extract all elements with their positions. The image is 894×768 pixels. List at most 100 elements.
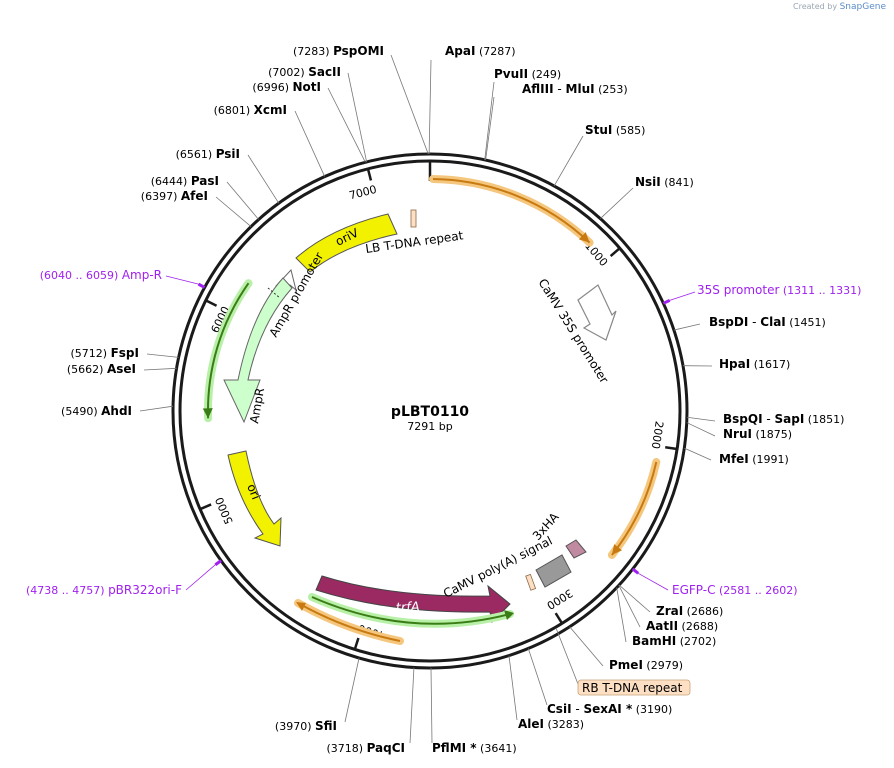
site-label: (7283) PspOMI (293, 44, 384, 58)
site-leader (553, 135, 584, 187)
tick-label: 2000 (649, 420, 666, 450)
polya-label: CaMV poly(A) signal (441, 534, 555, 601)
site-leader (600, 187, 634, 219)
site-label: PflMI * (3641) (432, 741, 517, 755)
tick-mark (609, 247, 621, 257)
primer-mark (197, 282, 206, 289)
snapgene-credit: Created by SnapGene (793, 2, 886, 12)
rb-label-group: RB T-DNA repeat (555, 627, 691, 696)
site-label: NsiI (841) (635, 175, 694, 189)
site-label: (7002) SacII (268, 65, 341, 79)
camv35s-arrow (577, 284, 617, 341)
ampr-track (207, 282, 250, 419)
site-label: (6561) PsiI (176, 147, 240, 161)
rb-box (525, 573, 537, 591)
site-label: NruI (1875) (723, 427, 792, 441)
ori-arrow (227, 450, 282, 547)
primer-label: 35S promoter (1311 .. 1331) (697, 283, 861, 297)
site-label: MfeI (1991) (719, 452, 789, 466)
site-label: BspQI - SapI (1851) (723, 412, 844, 426)
hax3-arrow (565, 539, 587, 559)
site-leader (618, 585, 641, 628)
primer-leader (638, 572, 669, 591)
primer-label: (4738 .. 4757) pBR322ori-F (26, 583, 182, 597)
site-label: PmeI (2979) (609, 658, 683, 672)
orange-arrow-top-head (578, 232, 590, 243)
trfa-track (311, 596, 511, 625)
site-leader (686, 422, 716, 437)
primer-label: (6040 .. 6059) Amp-R (40, 268, 162, 282)
plasmid-length: 7291 bp (407, 420, 452, 433)
site-label: ApaI (7287) (445, 44, 516, 58)
site-label: PvuII (249) (494, 67, 561, 81)
site-leader (508, 655, 518, 721)
orange-arrow-bottom-head (296, 602, 306, 611)
tick-label: 5000 (213, 495, 236, 526)
site-leader (139, 405, 174, 412)
credit-brand: SnapGene (839, 2, 886, 12)
site-label: AatII (2688) (646, 619, 718, 633)
rb-leader (555, 627, 579, 685)
credit-prefix: Created by (793, 2, 838, 11)
site-label: (3970) SfiI (275, 719, 337, 733)
tick-mark (554, 612, 564, 624)
site-label: AflIII - MluI (253) (522, 82, 628, 96)
site-leader (428, 59, 432, 155)
tick-mark (366, 168, 373, 181)
tick-label: 7000 (348, 183, 378, 203)
site-label: (5712) FspI (71, 346, 139, 360)
primer-leader (185, 564, 216, 591)
site-leader (686, 416, 716, 422)
rb-label: RB T-DNA repeat (582, 681, 683, 695)
site-leader (569, 626, 604, 667)
site-leader (673, 323, 701, 331)
site-leader (226, 181, 259, 220)
site-label: (5662) AseI (67, 362, 136, 376)
site-layer: ApaI (7287) PvuII (249)AflIII - MluI (253… (61, 44, 844, 755)
orange-arrow-top (432, 178, 591, 244)
plasmid-name: pLBT0110 (391, 404, 469, 420)
ori-label: ori (244, 482, 263, 502)
tick-mark (199, 503, 212, 511)
orange-arrow-right-head (611, 544, 623, 556)
rb-label-box (577, 679, 691, 696)
lb-box (410, 209, 417, 228)
ampr-junction (267, 287, 281, 299)
tick-mark (205, 299, 218, 307)
site-leader (294, 110, 326, 177)
site-leader (327, 87, 366, 163)
site-leader (247, 154, 280, 204)
primer-mark (214, 559, 222, 566)
site-label: (6444) PasI (151, 174, 219, 188)
site-leader (215, 196, 252, 227)
site-label: AleI (3283) (518, 717, 584, 731)
ampr-arrow (223, 277, 293, 424)
orange-arrow-right-glow (607, 458, 661, 559)
primer-layer: 35S promoter (1311 .. 1331) EGFP-C (2581 … (26, 268, 861, 597)
primer-leader (165, 275, 199, 285)
site-label: CsiI - SexAI * (3190) (547, 702, 672, 716)
backbone-outer (171, 152, 689, 670)
site-leader (430, 667, 433, 744)
primer-leader (669, 291, 696, 301)
highlight-layer (429, 175, 661, 559)
trfa-label: trfA (395, 600, 420, 616)
site-leader (409, 667, 415, 744)
primer-label: EGFP-C (2581 .. 2602) (672, 583, 798, 597)
trfa-track-head (504, 610, 514, 620)
site-label: (3718) PaqCI (326, 741, 405, 755)
site-label: BamHI (2702) (632, 634, 716, 648)
site-leader (347, 72, 368, 163)
site-leader (390, 54, 429, 155)
polya-box (535, 554, 572, 588)
tick-mark (665, 445, 678, 451)
site-leader (484, 81, 495, 160)
site-label: BspDI - ClaI (1451) (709, 315, 826, 329)
site-leader (344, 657, 360, 723)
site-leader (143, 367, 177, 371)
site-leader (146, 353, 179, 358)
site-leader (527, 648, 548, 706)
tick-label: 3000 (544, 586, 575, 612)
ampr-label: AmpR (247, 387, 267, 425)
